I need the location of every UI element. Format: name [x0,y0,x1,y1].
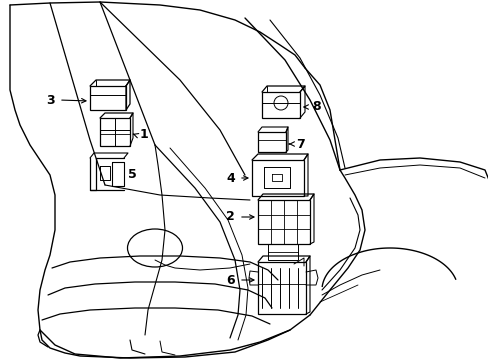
Bar [90,86,126,110]
Text: 3: 3 [46,94,55,107]
Bar [251,160,304,196]
Text: 4: 4 [226,171,235,184]
Bar [267,244,297,260]
Bar [100,118,130,146]
Bar [262,92,299,118]
Bar [258,132,285,152]
Text: 8: 8 [311,100,320,113]
Text: 5: 5 [128,167,137,180]
Text: 2: 2 [226,211,235,224]
Text: 6: 6 [226,274,235,287]
Bar [258,262,305,314]
Text: 1: 1 [140,129,148,141]
Bar [258,200,309,244]
Text: 7: 7 [295,138,304,150]
